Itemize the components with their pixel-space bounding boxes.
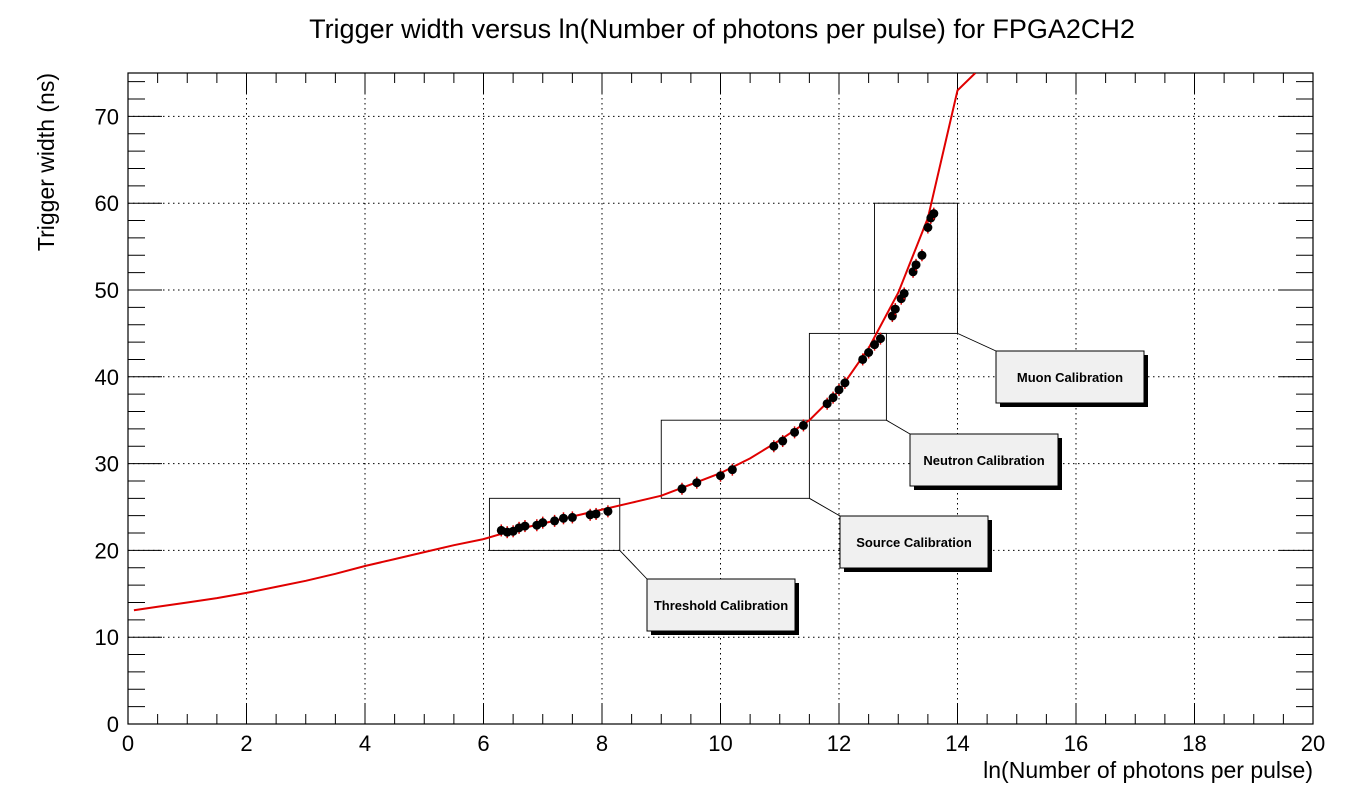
y-axis-label: Trigger width (ns)	[33, 73, 59, 251]
data-point	[890, 304, 900, 314]
y-tick-label: 70	[95, 104, 119, 129]
x-tick-label: 10	[708, 731, 732, 756]
x-tick-labels: 0 2 4 6 8 10 12 14 16 18 20	[122, 731, 1325, 756]
annotation-label-box	[909, 433, 1059, 487]
data-point	[716, 471, 725, 481]
data-point	[727, 465, 737, 475]
y-tick-label: 30	[95, 452, 119, 477]
data-point	[591, 509, 601, 519]
x-tick-label: 4	[359, 731, 371, 756]
x-tick-label: 2	[240, 731, 252, 756]
axis-ticks	[127, 73, 1314, 725]
data-point	[677, 484, 687, 494]
data-point	[822, 399, 832, 409]
calibration-regions	[488, 202, 997, 580]
x-tick-label: 18	[1182, 731, 1206, 756]
annotation-labels: Threshold Calibration Source Calibration N…	[646, 350, 1148, 635]
x-tick-label: 20	[1301, 731, 1325, 756]
data-point	[550, 516, 560, 526]
plot-frame	[127, 72, 1314, 725]
region-connector-line	[809, 497, 841, 517]
data-point	[929, 209, 939, 219]
y-tick-labels: 0 10 20 30 40 50 60 70	[95, 104, 119, 737]
x-tick-label: 14	[945, 731, 969, 756]
y-tick-label: 0	[107, 712, 119, 737]
y-tick-label: 10	[95, 625, 119, 650]
data-points-layer	[496, 207, 939, 539]
data-point	[828, 393, 838, 403]
data-point	[917, 250, 927, 260]
data-point	[520, 521, 530, 531]
data-point	[840, 378, 850, 388]
data-point	[692, 478, 702, 488]
data-point	[834, 385, 844, 395]
x-tick-label: 16	[1064, 731, 1088, 756]
data-point	[538, 518, 548, 528]
y-tick-label: 50	[95, 278, 119, 303]
y-tick-label: 40	[95, 365, 119, 390]
region-connector-line	[886, 419, 911, 435]
annotation-label-box	[839, 515, 989, 569]
data-point	[899, 288, 909, 298]
data-point	[603, 506, 613, 516]
data-point	[778, 436, 788, 446]
data-point	[870, 340, 880, 350]
annotation-label: Threshold Calibration	[654, 598, 788, 613]
data-point	[558, 513, 568, 523]
calibration-region-box	[874, 202, 958, 334]
region-connector-line	[957, 332, 997, 352]
x-axis-label: ln(Number of photons per pulse)	[983, 757, 1313, 783]
annotation-label: Muon Calibration	[1017, 370, 1123, 385]
data-point	[858, 354, 868, 364]
chart-title: Trigger width versus ln(Number of photon…	[309, 14, 1135, 44]
y-tick-label: 60	[95, 191, 119, 216]
region-connector-line	[619, 550, 648, 580]
data-point	[567, 512, 577, 522]
data-point	[790, 427, 800, 437]
annotation-label: Source Calibration	[856, 535, 972, 550]
data-point	[769, 441, 779, 451]
calibration-region-box	[488, 497, 621, 551]
data-point	[875, 334, 885, 344]
data-point	[798, 420, 808, 430]
annotation-label-box	[646, 578, 796, 632]
x-tick-label: 0	[122, 731, 134, 756]
x-tick-label: 8	[596, 731, 608, 756]
calibration-region-box	[808, 332, 887, 421]
data-point	[864, 347, 874, 357]
x-tick-label: 12	[827, 731, 851, 756]
calibration-region-box	[660, 419, 810, 499]
annotation-label-box	[995, 350, 1145, 404]
data-point	[923, 223, 933, 233]
data-point	[911, 260, 921, 270]
x-tick-label: 6	[477, 731, 489, 756]
annotation-label: Neutron Calibration	[923, 453, 1044, 468]
y-tick-label: 20	[95, 538, 119, 563]
